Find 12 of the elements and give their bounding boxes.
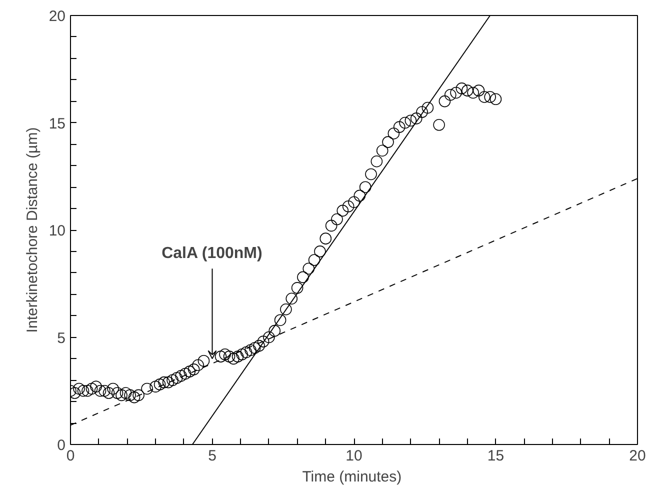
x-tick-label: 10 (346, 448, 362, 464)
x-tick-label: 15 (487, 448, 504, 464)
x-tick-label: 5 (208, 448, 216, 464)
y-tick-label: 5 (57, 330, 66, 347)
y-tick-label: 10 (48, 222, 66, 240)
x-axis-title: Time (minutes) (302, 468, 402, 486)
y-tick-label: 20 (48, 8, 66, 25)
y-tick-label: 15 (48, 115, 66, 132)
y-axis-title: Interkinetochore Distance (µm) (24, 127, 41, 333)
x-tick-label: 20 (629, 448, 646, 464)
y-tick-label: 0 (57, 437, 66, 454)
annotation: CalA (100nM) (162, 245, 262, 262)
